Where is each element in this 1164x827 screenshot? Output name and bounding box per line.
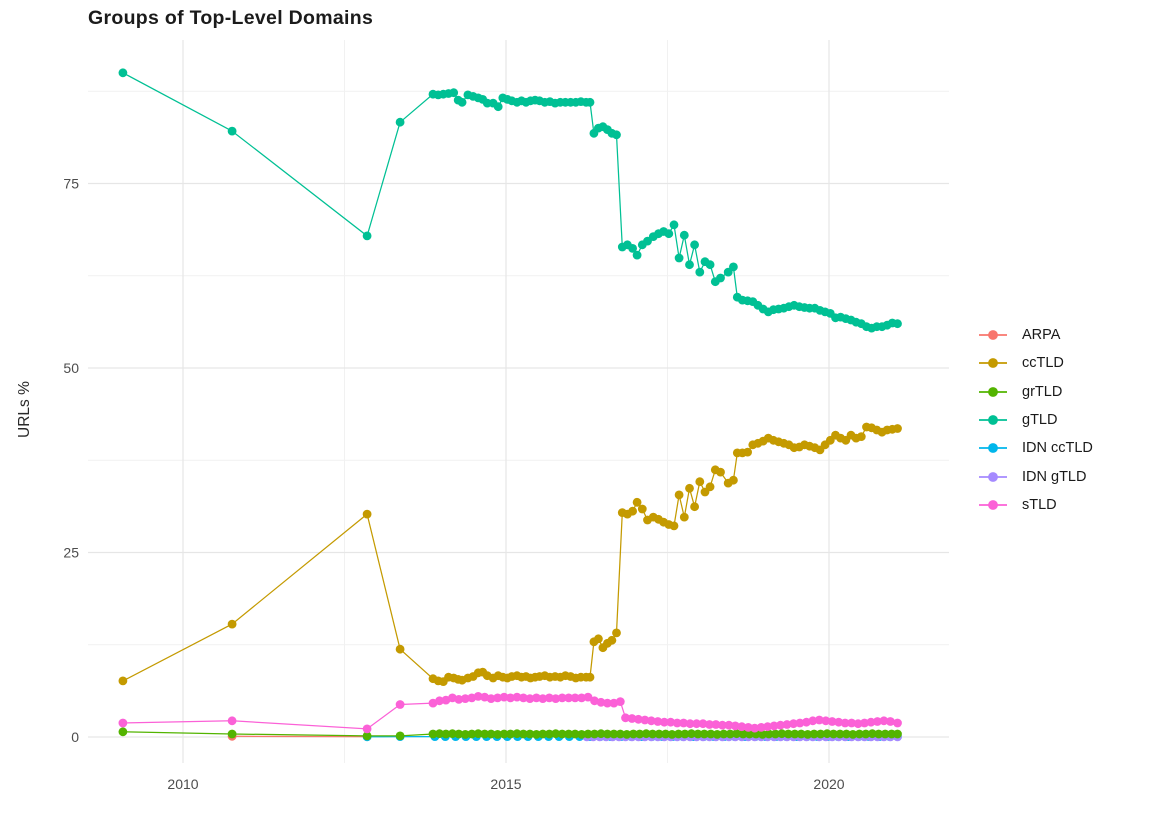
gridlines bbox=[88, 40, 949, 763]
series-grtld bbox=[118, 727, 902, 741]
y-axis-title: URLs % bbox=[16, 381, 33, 438]
chart-title: Groups of Top-Level Domains bbox=[88, 7, 374, 29]
legend-key-icon bbox=[979, 471, 1007, 482]
x-tick-label: 2020 bbox=[813, 776, 844, 792]
legend-item-arpa: ARPA bbox=[976, 321, 1093, 349]
legend-label: sTLD bbox=[1022, 496, 1057, 513]
x-tick-label: 2015 bbox=[490, 776, 521, 792]
series-gtld bbox=[118, 68, 902, 333]
y-tick-label: 50 bbox=[63, 360, 79, 376]
legend-item-grtld: grTLD bbox=[976, 378, 1093, 406]
y-tick-label: 0 bbox=[71, 729, 79, 745]
legend-item-cctld: ccTLD bbox=[976, 349, 1093, 377]
legend-key-icon bbox=[979, 500, 1007, 510]
legend-item-stld: sTLD bbox=[976, 491, 1093, 519]
legend-item-gtld: gTLD bbox=[976, 406, 1093, 434]
y-tick-label: 75 bbox=[63, 176, 79, 192]
x-tick-label: 2010 bbox=[167, 776, 198, 792]
legend-item-idn-cctld: IDN ccTLD bbox=[976, 434, 1093, 462]
legend-key-icon bbox=[979, 358, 1007, 369]
legend-key-icon bbox=[979, 386, 1007, 397]
series-cctld bbox=[118, 422, 902, 686]
series-arpa bbox=[227, 731, 372, 741]
legend-label: ccTLD bbox=[1022, 355, 1064, 372]
legend-item-idn-gtld: IDN gTLD bbox=[976, 462, 1093, 490]
legend-label: IDN ccTLD bbox=[1022, 440, 1093, 457]
legend-label: grTLD bbox=[1022, 383, 1063, 400]
legend-key-icon bbox=[979, 443, 1007, 454]
legend-key-icon bbox=[979, 415, 1007, 425]
series-stld bbox=[118, 692, 902, 734]
legend-label: IDN gTLD bbox=[1022, 468, 1087, 485]
legend-label: ARPA bbox=[1022, 327, 1061, 344]
legend-label: gTLD bbox=[1022, 412, 1058, 429]
legend: ARPA ccTLD grTLD gTLD IDN ccTLD IDN gTLD sTLD bbox=[976, 321, 1093, 519]
legend-key-icon bbox=[979, 330, 1007, 341]
y-tick-label: 25 bbox=[63, 545, 79, 561]
